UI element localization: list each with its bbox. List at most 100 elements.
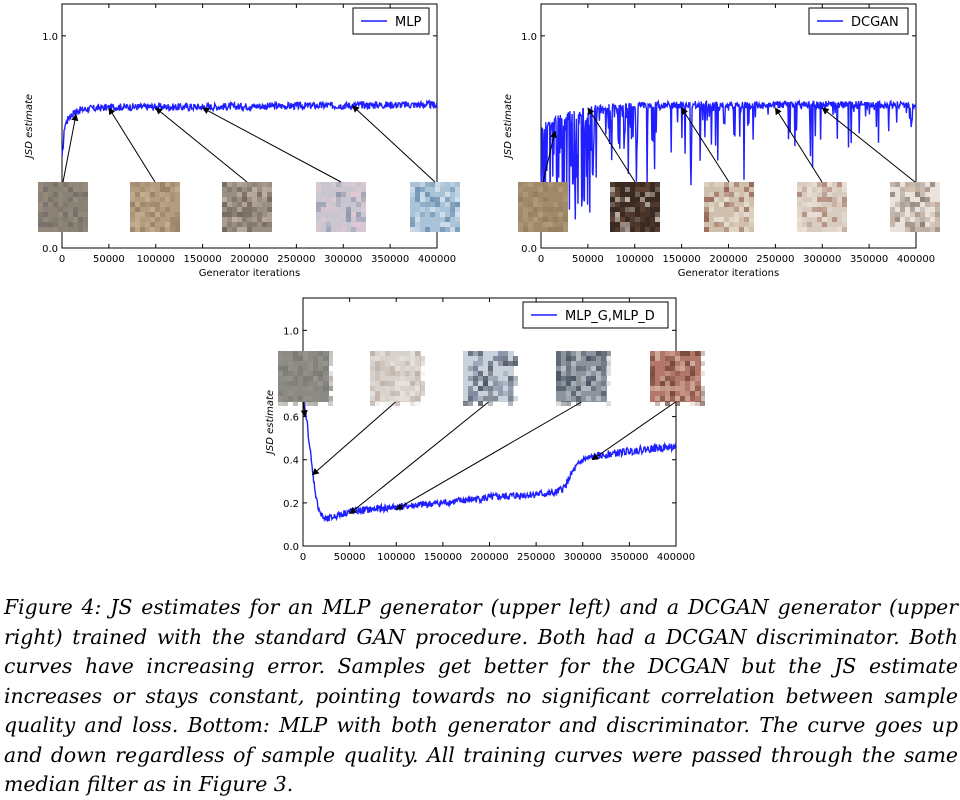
thumbnail-pixel: [222, 212, 227, 217]
annotation-arrow: [681, 107, 730, 183]
thumbnail-pixel: [543, 182, 548, 187]
thumbnail-pixel: [478, 361, 483, 366]
x-tick-label: 100000: [137, 254, 175, 265]
thumbnail-pixel: [695, 351, 700, 356]
y-axis-label: JSD estimate: [24, 94, 35, 160]
thumbnail-pixel: [729, 192, 734, 197]
thumbnail-pixel: [288, 366, 293, 371]
thumbnail-pixel: [645, 187, 650, 192]
thumbnail-pixel: [445, 222, 450, 227]
thumbnail-pixel: [563, 212, 568, 217]
thumbnail-pixel: [450, 212, 455, 217]
thumbnail-pixel: [370, 356, 375, 361]
thumbnail-pixel: [478, 401, 483, 406]
thumbnail-pixel: [586, 371, 591, 376]
thumbnail-pixel: [361, 182, 366, 187]
thumbnail-pixel: [83, 187, 88, 192]
thumbnail-pixel: [150, 202, 155, 207]
thumbnail-pixel: [837, 197, 842, 202]
y-tick-label: 0.0: [521, 244, 537, 255]
thumbnail-pixel: [283, 401, 288, 406]
thumbnail-pixel: [73, 207, 78, 212]
thumbnail-pixel: [920, 212, 925, 217]
thumbnail-pixel: [581, 351, 586, 356]
x-tick-label: 250000: [756, 254, 794, 265]
thumbnail-pixel: [242, 207, 247, 212]
thumbnail-pixel: [503, 391, 508, 396]
thumbnail-pixel: [842, 212, 847, 217]
annotation-arrow: [300, 401, 308, 418]
thumbnail-pixel: [817, 217, 822, 222]
thumbnail-pixel: [430, 212, 435, 217]
thumbnail-pixel: [523, 207, 528, 212]
sample-thumbnail: [704, 182, 754, 232]
thumbnail-pixel: [553, 217, 558, 222]
thumbnail-pixel: [807, 222, 812, 227]
thumbnail-pixel: [498, 381, 503, 386]
thumbnail-pixel: [640, 212, 645, 217]
thumbnail-pixel: [478, 351, 483, 356]
thumbnail-pixel: [576, 356, 581, 361]
thumbnail-pixel: [690, 361, 695, 366]
thumbnail-pixel: [455, 217, 460, 222]
thumbnail-pixel: [925, 197, 930, 202]
thumbnail-pixel: [635, 222, 640, 227]
thumbnail-pixel: [822, 222, 827, 227]
thumbnail-pixel: [533, 202, 538, 207]
thumbnail-pixel: [328, 381, 333, 386]
thumbnail-pixel: [328, 386, 333, 391]
thumbnail-pixel: [380, 396, 385, 401]
thumbnail-pixel: [430, 182, 435, 187]
x-axis-label: Generator iterations: [199, 268, 300, 279]
thumbnail-pixel: [812, 192, 817, 197]
thumbnail-pixel: [900, 207, 905, 212]
thumbnail-pixel: [346, 217, 351, 222]
thumbnail-pixel: [375, 371, 380, 376]
thumbnail-pixel: [323, 356, 328, 361]
thumbnail-pixel: [420, 356, 425, 361]
thumbnail-pixel: [553, 207, 558, 212]
thumbnail-pixel: [493, 376, 498, 381]
thumbnail-pixel: [675, 366, 680, 371]
thumbnail-pixel: [346, 192, 351, 197]
thumbnail-pixel: [43, 202, 48, 207]
thumbnail-pixel: [356, 217, 361, 222]
x-tick-label: 400000: [418, 254, 456, 265]
thumbnail-pixel: [556, 361, 561, 366]
thumbnail-pixel: [650, 202, 655, 207]
thumbnail-pixel: [610, 187, 615, 192]
thumbnail-pixel: [135, 222, 140, 227]
thumbnail-pixel: [566, 371, 571, 376]
thumbnail-pixel: [620, 227, 625, 232]
legend: DCGAN: [808, 7, 909, 35]
x-tick-label: 400000: [657, 552, 695, 563]
thumbnail-pixel: [370, 391, 375, 396]
thumbnail-pixel: [483, 386, 488, 391]
thumbnail-pixel: [78, 182, 83, 187]
thumbnail-pixel: [252, 187, 257, 192]
thumbnail-pixel: [714, 217, 719, 222]
thumbnail-pixel: [543, 197, 548, 202]
thumbnail-pixel: [920, 187, 925, 192]
thumbnail-pixel: [130, 222, 135, 227]
thumbnail-pixel: [326, 202, 331, 207]
thumbnail-pixel: [370, 401, 375, 406]
thumbnail-pixel: [308, 386, 313, 391]
thumbnail-pixel: [341, 192, 346, 197]
thumbnail-pixel: [63, 182, 68, 187]
thumbnail-pixel: [935, 227, 940, 232]
thumbnail-pixel: [410, 396, 415, 401]
thumbnail-pixel: [328, 361, 333, 366]
thumbnail-pixel: [395, 366, 400, 371]
thumbnail-pixel: [596, 371, 601, 376]
thumbnail-pixel: [930, 202, 935, 207]
thumbnail-pixel: [665, 366, 670, 371]
thumbnail-pixel: [503, 356, 508, 361]
thumbnail-pixel: [410, 217, 415, 222]
thumbnail-pixel: [385, 371, 390, 376]
thumbnail-pixel: [640, 202, 645, 207]
thumbnail-pixel: [473, 391, 478, 396]
thumbnail-pixel: [135, 207, 140, 212]
thumbnail-pixel: [73, 182, 78, 187]
thumbnail-pixel: [518, 202, 523, 207]
